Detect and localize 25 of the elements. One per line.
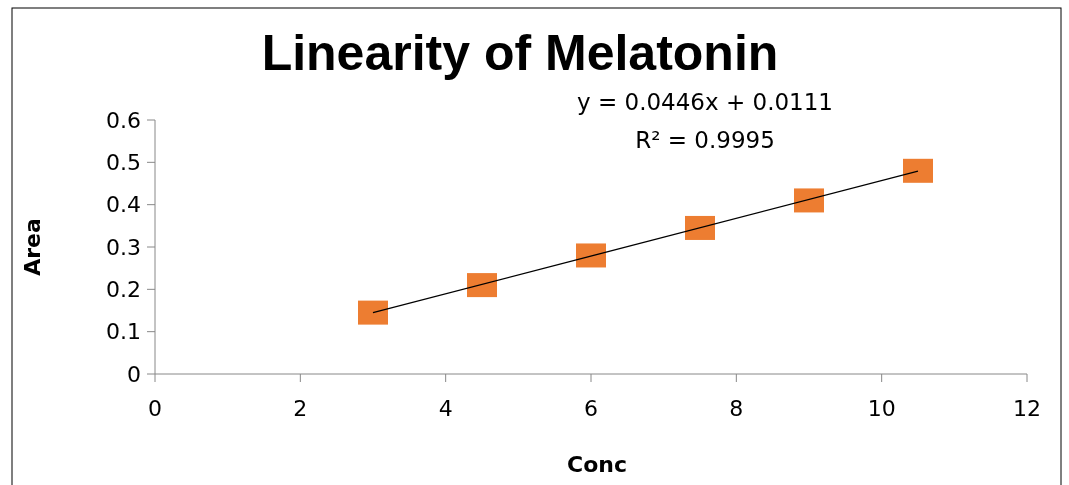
y-tick-label: 0.1 bbox=[106, 319, 141, 345]
y-tick-label: 0.3 bbox=[106, 234, 141, 260]
point bbox=[794, 188, 824, 213]
point bbox=[685, 215, 715, 240]
x-tick-label: 6 bbox=[584, 396, 598, 421]
x-tick-label: 8 bbox=[729, 396, 744, 421]
y-tick-label: 0.5 bbox=[106, 150, 141, 176]
y-axis-title: Area bbox=[20, 218, 45, 276]
x-tick-label: 12 bbox=[1013, 396, 1041, 421]
point bbox=[358, 300, 388, 325]
x-tick-label: 2 bbox=[293, 396, 308, 421]
x-axis-title: Conc bbox=[567, 452, 627, 477]
point bbox=[576, 243, 606, 268]
y-tick-label: 0 bbox=[127, 361, 141, 387]
point bbox=[467, 273, 497, 298]
point bbox=[903, 158, 933, 183]
y-tick-label: 0.2 bbox=[106, 277, 141, 303]
y-tick-label: 0.4 bbox=[106, 192, 141, 218]
x-tick-label: 0 bbox=[148, 396, 162, 421]
text: y = 0.0446x + 0.0111 bbox=[577, 89, 833, 115]
annotation: R² = 0.9995 bbox=[635, 127, 775, 153]
x-tick-label: 10 bbox=[867, 396, 896, 421]
x-tick-label: 4 bbox=[438, 396, 453, 421]
chart-title: Linearity of Melatonin bbox=[261, 25, 779, 81]
y-tick-label: 0.6 bbox=[106, 107, 141, 133]
